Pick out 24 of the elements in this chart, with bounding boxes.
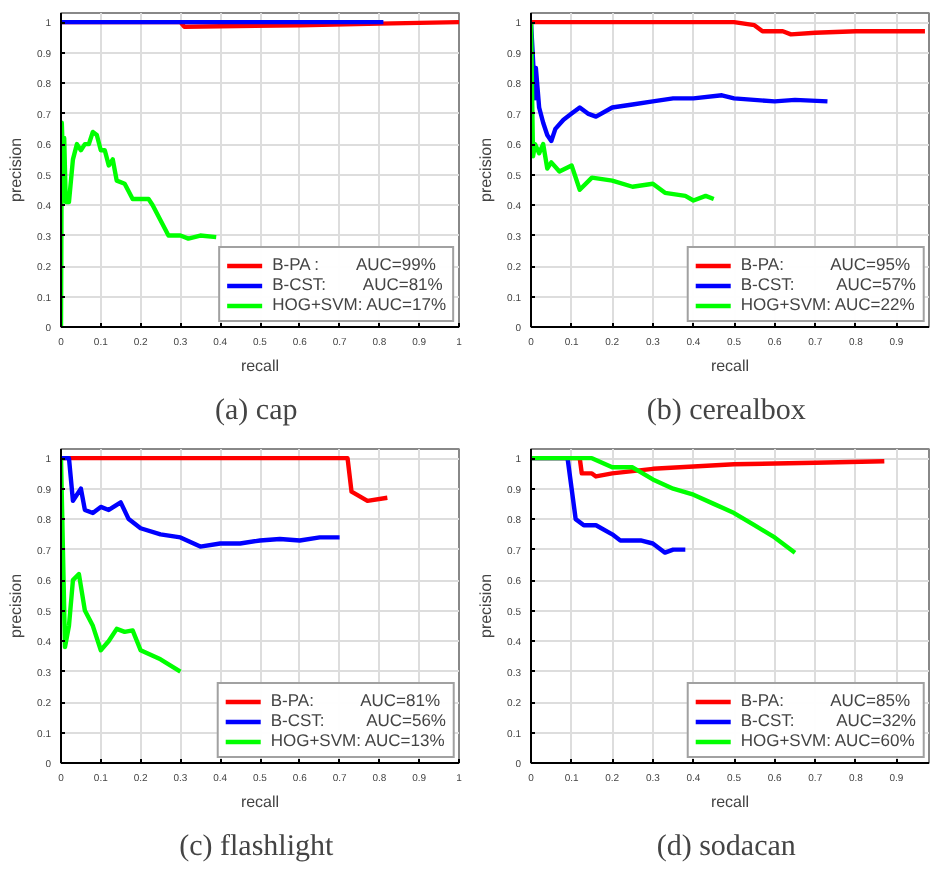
y-axis-title: precision xyxy=(477,573,496,639)
legend-label: HOG+SVM: AUC=60% xyxy=(740,730,915,750)
y-axis-title: precision xyxy=(477,137,496,203)
x-axis-title: recall xyxy=(240,357,280,375)
legend-label: HOG+SVM: AUC=22% xyxy=(740,294,915,314)
legend-label: B-CST: AUC=56% xyxy=(270,710,446,730)
legend-label: B-CST: AUC=32% xyxy=(740,710,916,730)
legend-label: B-PA : AUC=99% xyxy=(272,254,436,274)
legend-label: B-PA: AUC=81% xyxy=(270,690,440,710)
x-axis-title: recall xyxy=(710,793,750,811)
text: (b) cerealbox xyxy=(646,395,807,427)
text: (a) cap xyxy=(215,395,298,427)
text: (d) sodacan xyxy=(656,831,797,863)
legend-label: HOG+SVM: AUC=13% xyxy=(270,730,445,750)
legend-label: B-PA: AUC=85% xyxy=(740,690,910,710)
x-axis-title: recall xyxy=(240,793,280,811)
legend-label: B-CST: AUC=81% xyxy=(272,274,443,294)
legend-label: B-PA: AUC=95% xyxy=(740,254,910,274)
x-axis-title: recall xyxy=(710,357,750,375)
y-axis-title: precision xyxy=(7,137,26,203)
text: (c) flashlight xyxy=(179,831,335,863)
legend-label: HOG+SVM: AUC=17% xyxy=(272,294,446,314)
y-axis-title: precision xyxy=(7,573,26,639)
legend-label: B-CST: AUC=57% xyxy=(740,274,916,294)
